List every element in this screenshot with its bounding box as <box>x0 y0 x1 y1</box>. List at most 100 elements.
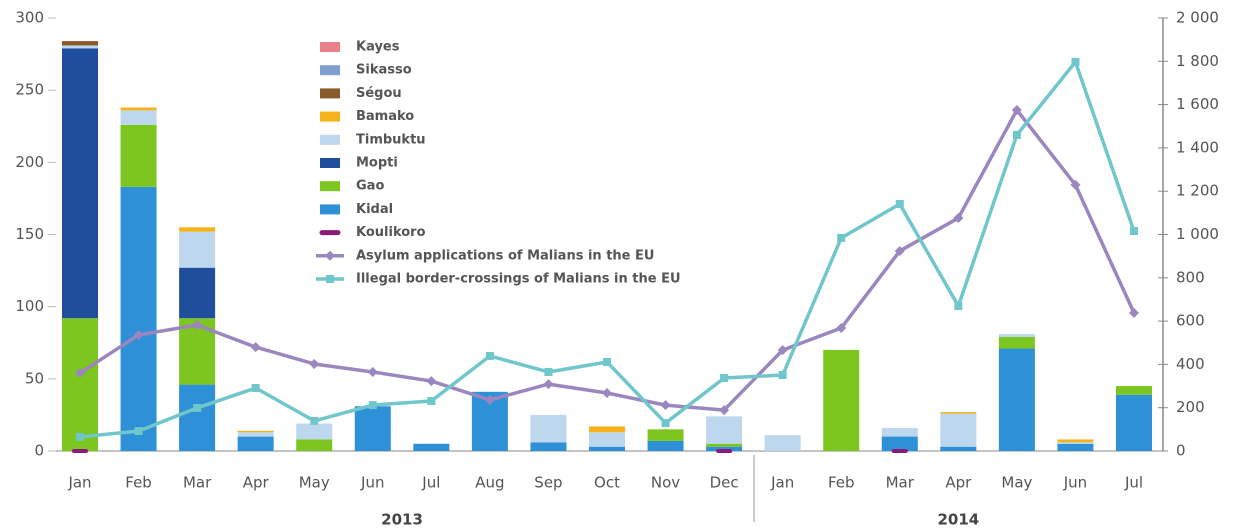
bar-segment <box>62 41 98 46</box>
bar-segment <box>881 436 918 451</box>
legend-label: Mopti <box>356 156 398 171</box>
x-tick-label: Dec <box>710 474 739 492</box>
y2-tick-label: 0 <box>1176 442 1186 460</box>
bar-segment <box>1116 386 1152 395</box>
bar-segment <box>998 334 1035 337</box>
legend-swatch <box>320 134 340 145</box>
bar-segment <box>296 439 333 451</box>
line-marker <box>777 345 788 356</box>
bar-segment <box>237 430 274 433</box>
y2-tick-label: 1 200 <box>1176 182 1219 200</box>
x-tick-label: Apr <box>243 474 270 492</box>
line-marker <box>484 394 495 405</box>
bar-segment <box>1057 443 1094 451</box>
line-marker <box>485 351 494 360</box>
line-marker <box>133 329 144 340</box>
x-tick-label: Jul <box>421 474 440 492</box>
bar-segment <box>589 426 625 433</box>
line-marker <box>193 403 202 412</box>
x-tick-label: Aug <box>475 474 504 492</box>
y-tick-label: 100 <box>15 297 44 315</box>
legend-swatch <box>320 42 340 52</box>
line-marker <box>250 342 261 353</box>
bar-segment <box>940 446 977 451</box>
legend-swatch <box>320 204 340 215</box>
line-marker <box>661 419 670 428</box>
line-marker <box>543 379 554 390</box>
line-marker <box>192 319 203 330</box>
bar-segment <box>823 349 860 451</box>
line-marker <box>778 371 787 380</box>
x-tick-label: Feb <box>828 474 855 492</box>
x-tick-label: Mar <box>886 474 915 492</box>
bar-segment <box>706 416 743 444</box>
line-marker <box>954 301 963 310</box>
y2-tick-label: 1 400 <box>1176 138 1219 156</box>
x-tick-label: Apr <box>945 474 972 492</box>
y-tick-label: 250 <box>15 81 44 99</box>
y2-tick-label: 1 600 <box>1176 95 1219 113</box>
bar-segment <box>354 406 391 451</box>
bar-segment <box>1116 394 1152 451</box>
legend-label: Bamako <box>356 109 414 124</box>
line-marker <box>76 432 84 441</box>
line-marker <box>720 374 729 383</box>
bar-segment <box>120 186 157 451</box>
bar-segment <box>647 429 684 441</box>
bar-segment <box>62 45 98 49</box>
y2-tick-label: 2 000 <box>1176 9 1219 27</box>
x-tick-label: Jan <box>67 474 91 492</box>
line-marker <box>134 427 143 436</box>
line-marker <box>1011 105 1022 116</box>
bar-segment <box>998 348 1035 451</box>
legend-swatch <box>320 65 340 76</box>
x-tick-label: Sep <box>534 474 562 492</box>
legend-swatch <box>320 158 340 168</box>
y-tick-label: 200 <box>15 153 44 171</box>
y2-tick-label: 400 <box>1176 355 1205 373</box>
line-marker <box>1130 227 1138 236</box>
bar-segment <box>179 384 216 451</box>
y2-tick-label: 800 <box>1176 268 1205 286</box>
x-tick-label: May <box>1001 474 1032 492</box>
line-marker <box>367 366 378 377</box>
legend-label: Illegal border-crossings of Malians in t… <box>356 272 681 287</box>
line-marker <box>719 405 730 416</box>
bar-segment <box>179 231 216 268</box>
line-marker <box>1071 57 1080 66</box>
x-tick-label: Oct <box>594 474 620 492</box>
line-marker <box>251 383 260 392</box>
line-marker <box>953 213 964 224</box>
line-marker <box>310 416 319 425</box>
bar-segment <box>998 336 1035 349</box>
bar-segment <box>940 413 977 447</box>
bar-segment <box>530 442 567 451</box>
x-tick-label: Feb <box>125 474 152 492</box>
bar-segment <box>120 124 157 187</box>
line-marker <box>836 323 847 334</box>
y-tick-label: 0 <box>34 442 44 460</box>
bar-segment <box>881 427 918 437</box>
line-marker <box>544 367 553 376</box>
bar-segment <box>179 227 216 232</box>
legend-swatch <box>326 275 334 283</box>
x-tick-label: May <box>299 474 330 492</box>
y2-tick-label: 1 000 <box>1176 225 1219 243</box>
bar-segment <box>530 414 567 443</box>
legend-label: Koulikoro <box>356 225 426 240</box>
bar-segment <box>120 107 157 111</box>
line-marker <box>368 401 377 410</box>
line-marker <box>427 396 436 405</box>
line-marker <box>75 368 85 379</box>
y-tick-label: 300 <box>15 9 44 27</box>
legend-label: Asylum applications of Malians in the EU <box>356 248 654 263</box>
bar-segment <box>647 440 684 451</box>
x-tick-label: Nov <box>651 474 680 492</box>
year-label: 2013 <box>381 511 423 529</box>
bar-segment <box>296 423 333 440</box>
bar-segment <box>1057 442 1094 444</box>
x-tick-label: Jan <box>770 474 794 492</box>
bar-segment <box>237 432 274 437</box>
line-marker <box>1012 130 1021 139</box>
year-label: 2014 <box>937 511 979 529</box>
